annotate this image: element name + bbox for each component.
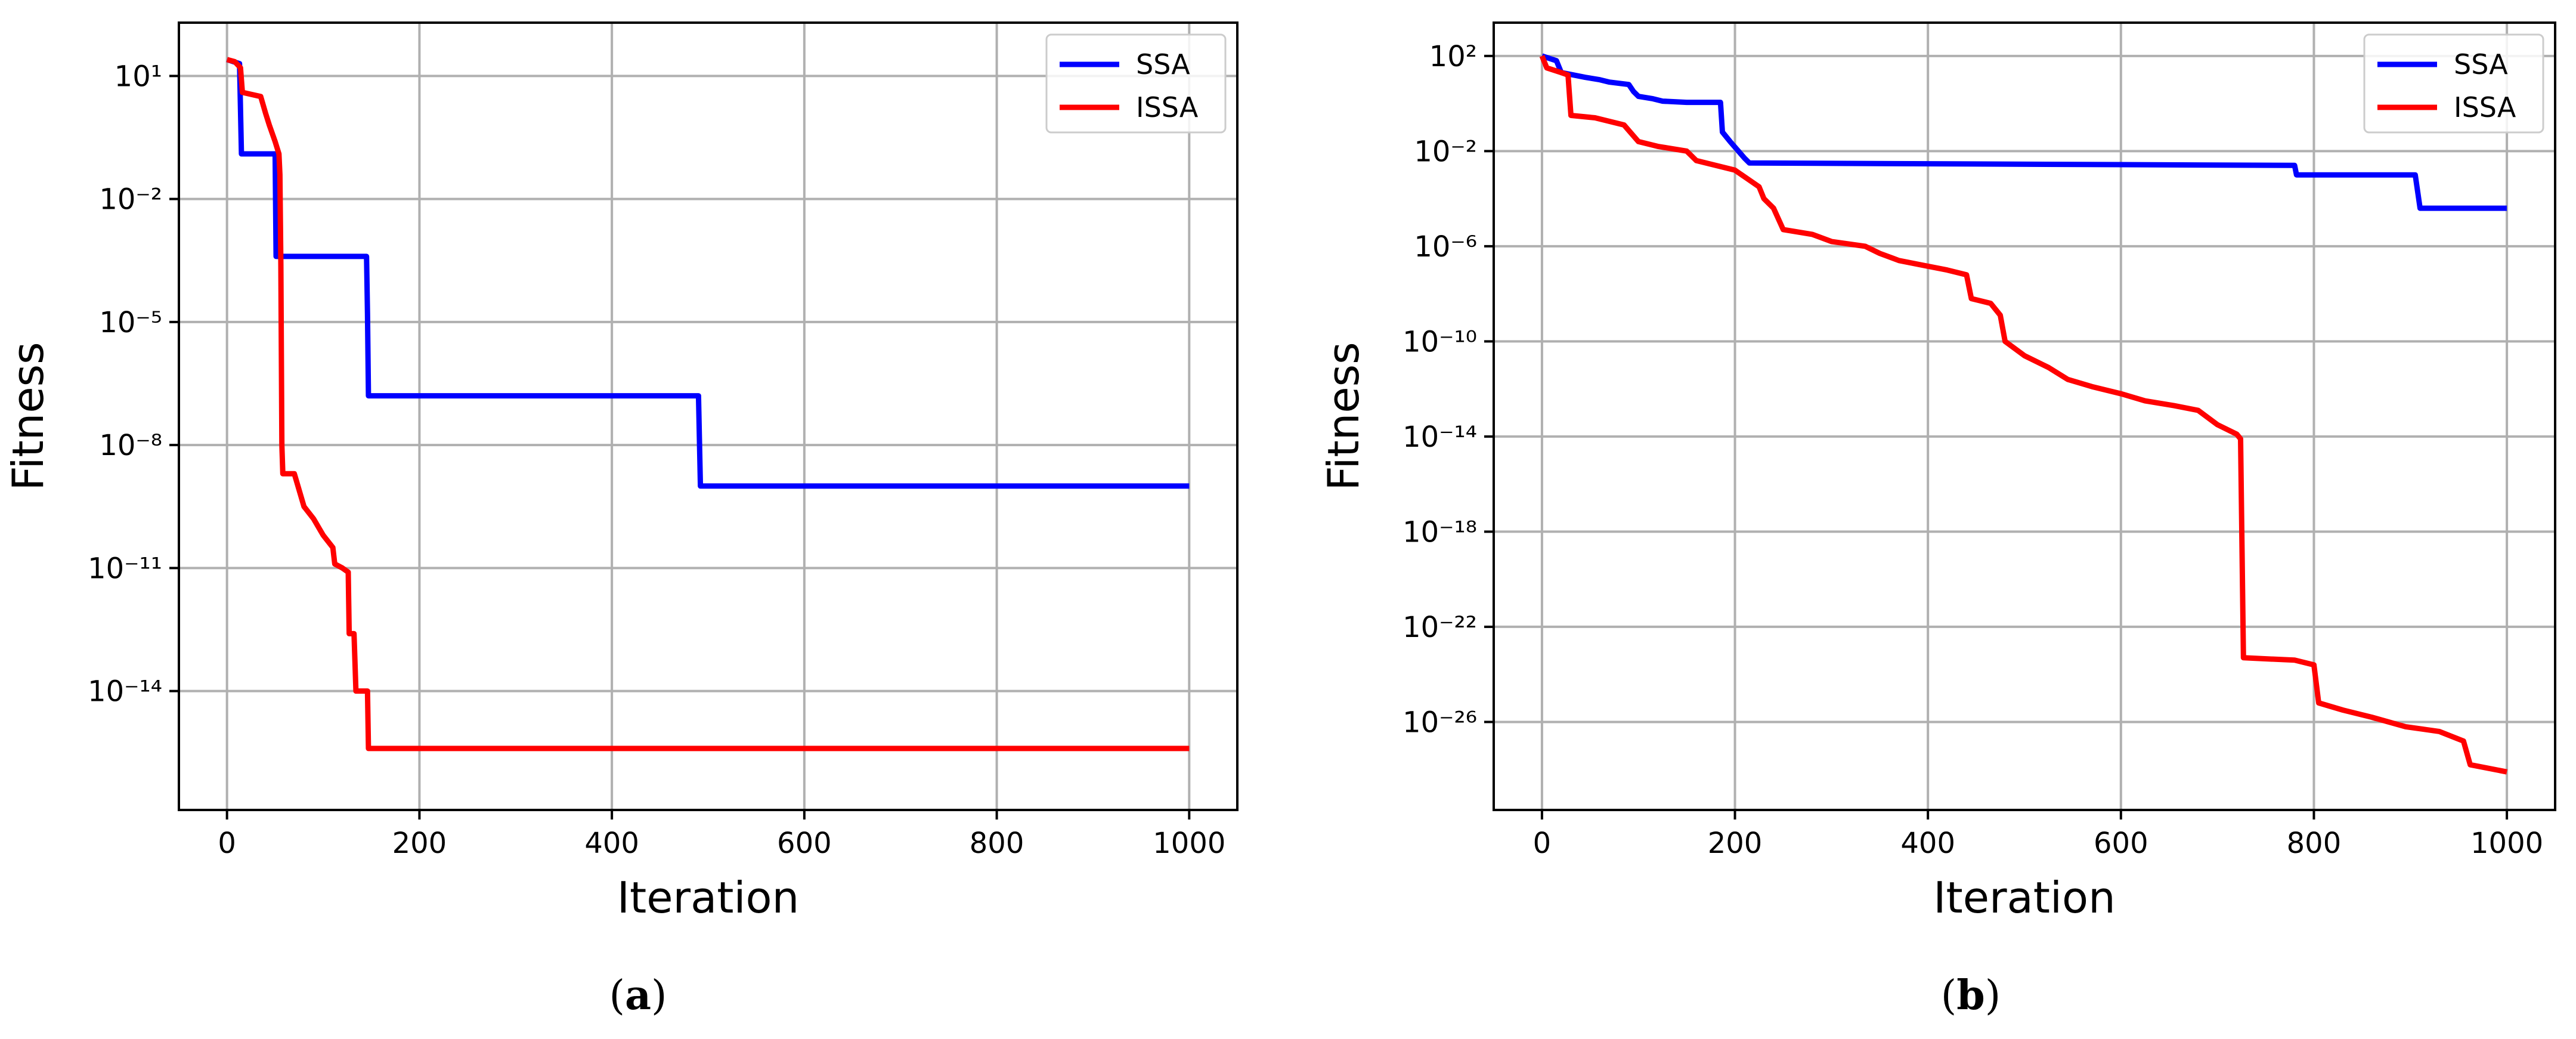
y-tick-label: 10¹ [114, 60, 162, 93]
legend-label-ssa: SSA [1136, 48, 1190, 81]
y-tick-label: 10⁻²⁶ [1402, 706, 1477, 739]
y-tick-label: 10⁻¹⁴ [88, 675, 162, 709]
y-tick-label: 10⁻² [1414, 135, 1477, 168]
x-tick-label: 1000 [2470, 827, 2543, 860]
legend-label-issa: ISSA [1136, 91, 1199, 123]
x-tick-label: 200 [392, 827, 447, 860]
y-tick-label: 10⁻² [99, 183, 162, 217]
x-tick-label: 800 [2287, 827, 2342, 860]
legend-label-ssa: SSA [2454, 48, 2508, 81]
x-tick-label: 1000 [1153, 827, 1225, 860]
x-tick-label: 400 [1900, 827, 1955, 860]
y-tick-label: 10⁻¹⁸ [1402, 515, 1477, 549]
y-tick-label: 10⁻⁶ [1414, 230, 1477, 264]
x-tick-label: 400 [584, 827, 639, 860]
x-tick-label: 600 [777, 827, 832, 860]
x-tick-label: 0 [1533, 827, 1552, 860]
plot-frame [178, 21, 1239, 811]
x-tick-label: 600 [2094, 827, 2148, 860]
panel-caption: (a) [609, 972, 667, 1019]
y-tick-label: 10⁻¹⁴ [1402, 420, 1477, 454]
y-axis-label: Fitness [1318, 342, 1368, 490]
x-axis-label: Iteration [1933, 873, 2115, 923]
plot-frame [1493, 21, 2556, 811]
y-tick-label: 10² [1429, 40, 1477, 73]
chart-panel-b: 0 200 400 600 800 1000 10² 10⁻² 10⁻⁶ 10⁻¹⁰ 10⁻¹⁴ 10… [1318, 21, 2556, 1019]
legend-label-issa: ISSA [2454, 91, 2516, 123]
panel-caption: (b) [1941, 972, 2001, 1019]
y-tick-label: 10⁻²² [1402, 611, 1477, 644]
y-tick-label: 10⁻¹⁰ [1402, 325, 1477, 358]
y-axis-label: Fitness [3, 342, 53, 490]
series-line-issa [1539, 55, 2507, 775]
x-tick-label: 800 [970, 827, 1024, 860]
y-tick-label: 10⁻⁸ [99, 429, 162, 462]
x-tick-label: 200 [1708, 827, 1763, 860]
y-tick-label: 10⁻¹¹ [88, 552, 162, 585]
legend: SSA ISSA [2363, 33, 2544, 134]
series-line-ssa [1541, 53, 2507, 211]
x-tick-label: 0 [218, 827, 236, 860]
legend: SSA ISSA [1045, 33, 1227, 134]
chart-panel-a: 0 200 400 600 800 1000 10¹ 10⁻² 10⁻⁵ 10⁻⁸ 10⁻¹¹ 10⁻… [3, 21, 1239, 1019]
y-tick-label: 10⁻⁵ [99, 306, 162, 339]
series-line-ssa [226, 57, 1190, 489]
series-line-issa [226, 57, 1190, 752]
x-axis-label: Iteration [617, 873, 799, 923]
